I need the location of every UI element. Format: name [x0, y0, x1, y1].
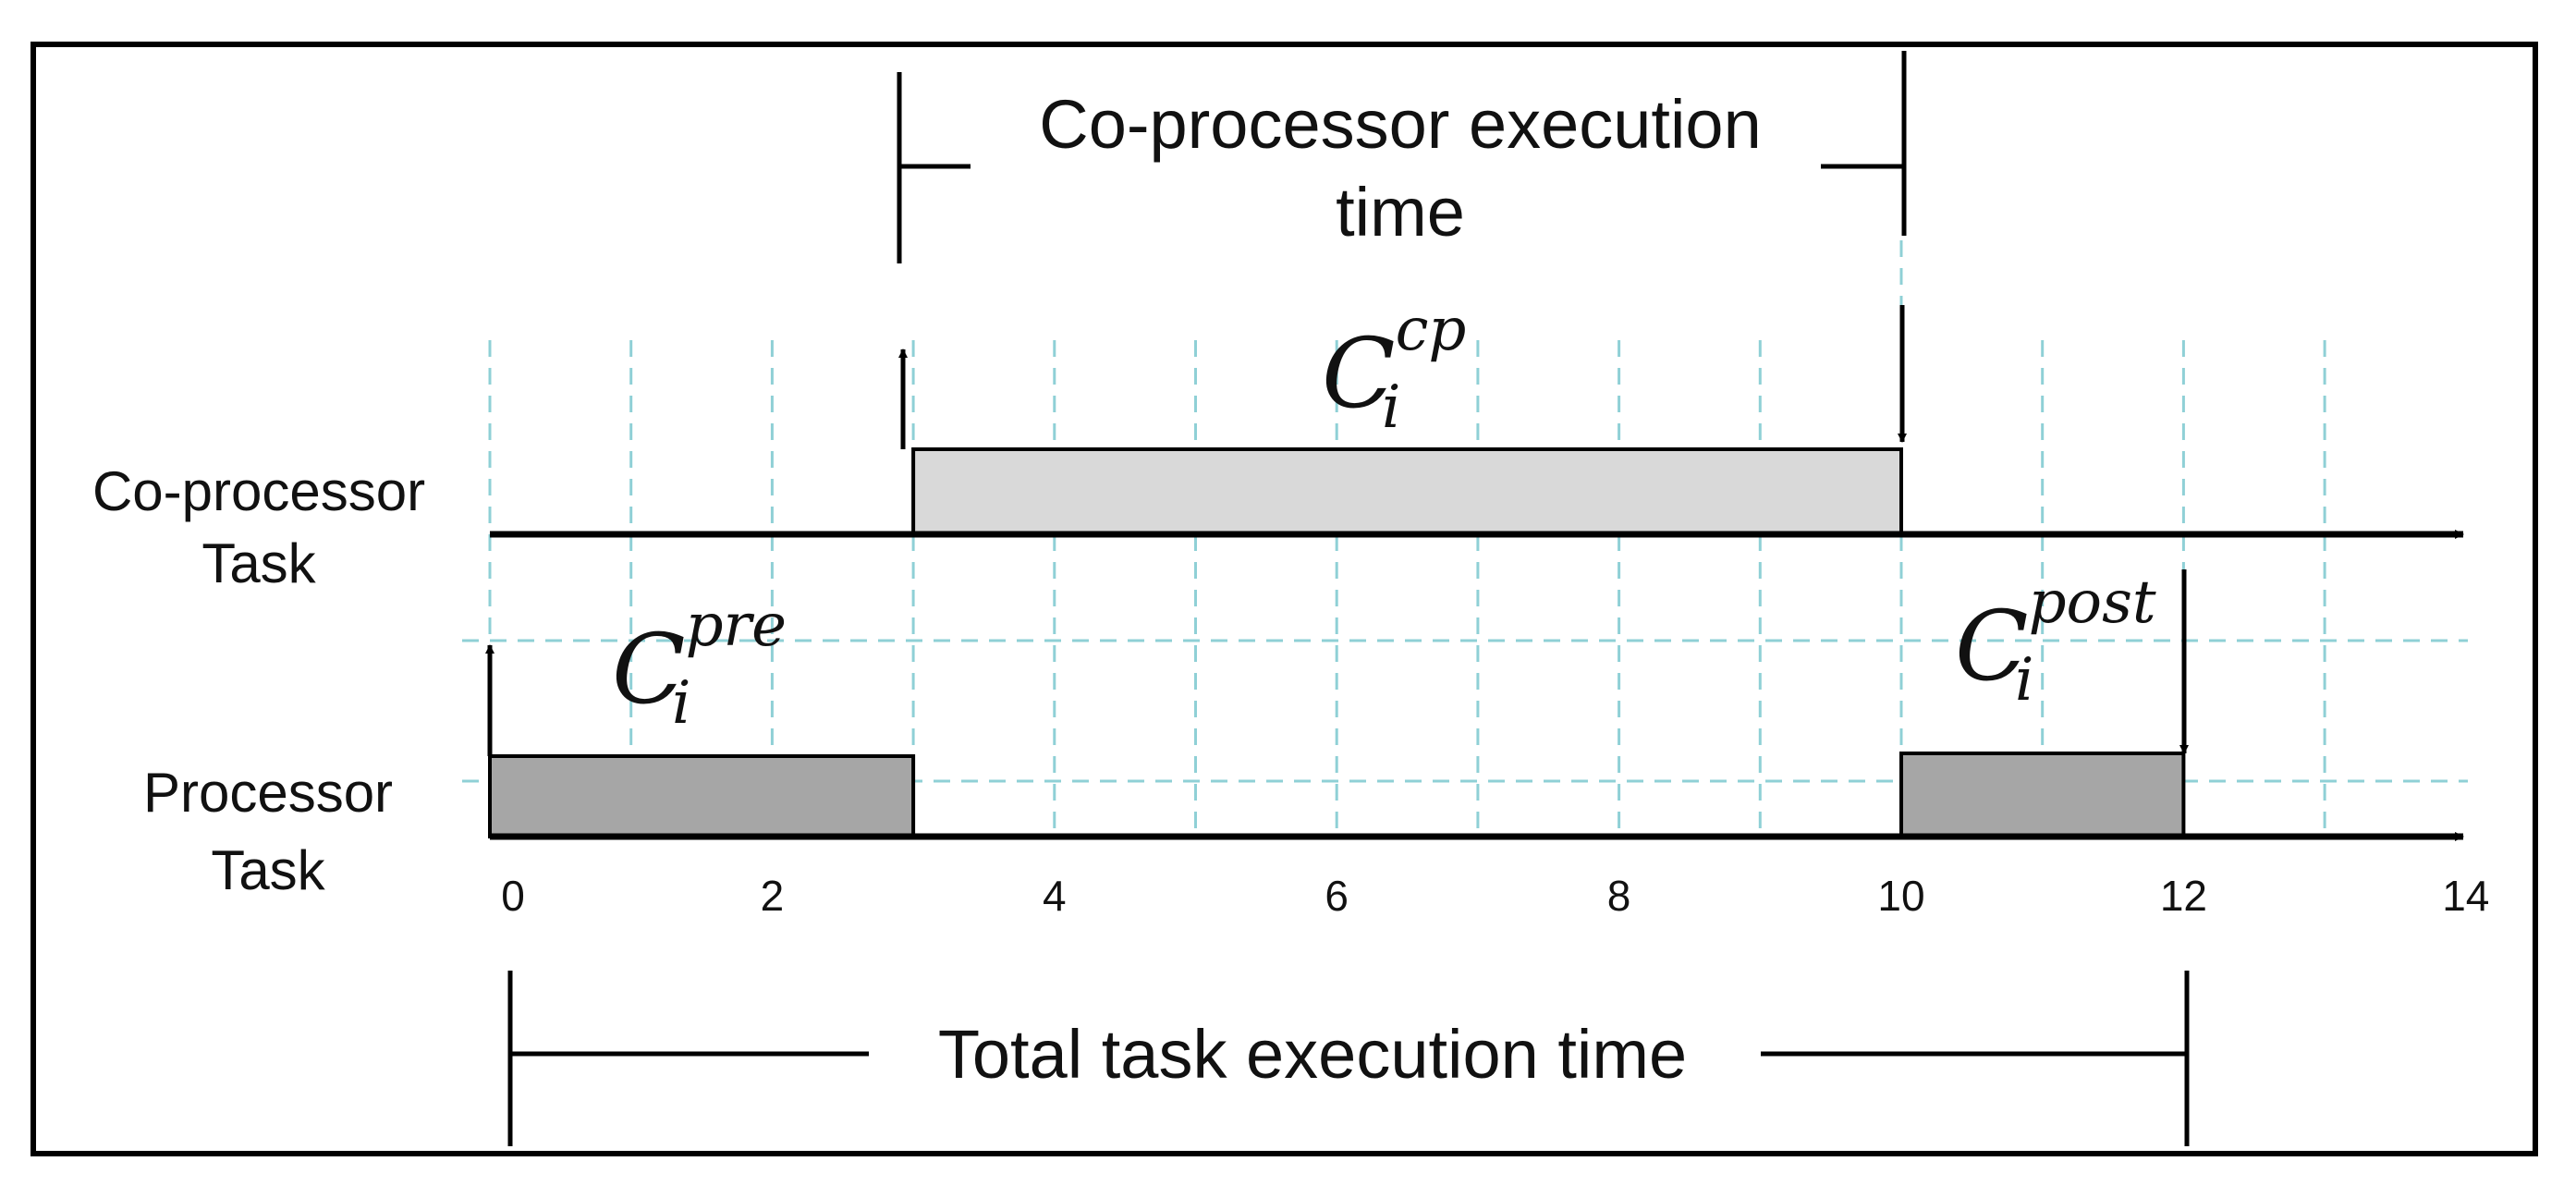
- coprocessor-task-bar: [911, 447, 1903, 536]
- tick-label-2: 2: [761, 872, 785, 920]
- coprocessor-execution-label-line1: Co-processor execution: [1039, 86, 1761, 163]
- c-post-label: Cpost: [1955, 568, 2156, 703]
- processor-post-task-bar: [1899, 752, 2186, 838]
- tick-label-14: 14: [2442, 872, 2489, 920]
- coprocessor-execution-label-line2: time: [1336, 174, 1465, 251]
- processor-task-label-line2: Task: [211, 839, 325, 901]
- total-execution-bracket: [507, 971, 2190, 1146]
- processor-task-label-line1: Processor: [143, 762, 393, 824]
- tick-label-10: 10: [1877, 872, 1924, 920]
- total-execution-label: Total task execution time: [938, 1016, 1687, 1093]
- coprocessor-execution-bracket: [897, 51, 1907, 263]
- coprocessor-task-label-line2: Task: [201, 532, 316, 594]
- tick-label-6: 6: [1325, 872, 1349, 920]
- tick-label-8: 8: [1607, 872, 1631, 920]
- c-pre-subscript: i: [672, 669, 690, 738]
- tick-label-0: 0: [501, 872, 525, 920]
- diagram-frame: [31, 42, 2538, 1156]
- c-cp-label: Ccp: [1322, 296, 1466, 430]
- coprocessor-task-label-line1: Co-processor: [92, 460, 425, 522]
- c-post-subscript: i: [2015, 646, 2033, 715]
- tick-label-12: 12: [2160, 872, 2207, 920]
- processor-pre-task-bar: [488, 754, 916, 838]
- c-pre-label: Cpre: [612, 592, 787, 726]
- c-cp-subscript: i: [1382, 373, 1400, 442]
- axis-tick-labels: 0 2 4 6 8 10 12 14: [501, 872, 2489, 920]
- tick-label-4: 4: [1043, 872, 1067, 920]
